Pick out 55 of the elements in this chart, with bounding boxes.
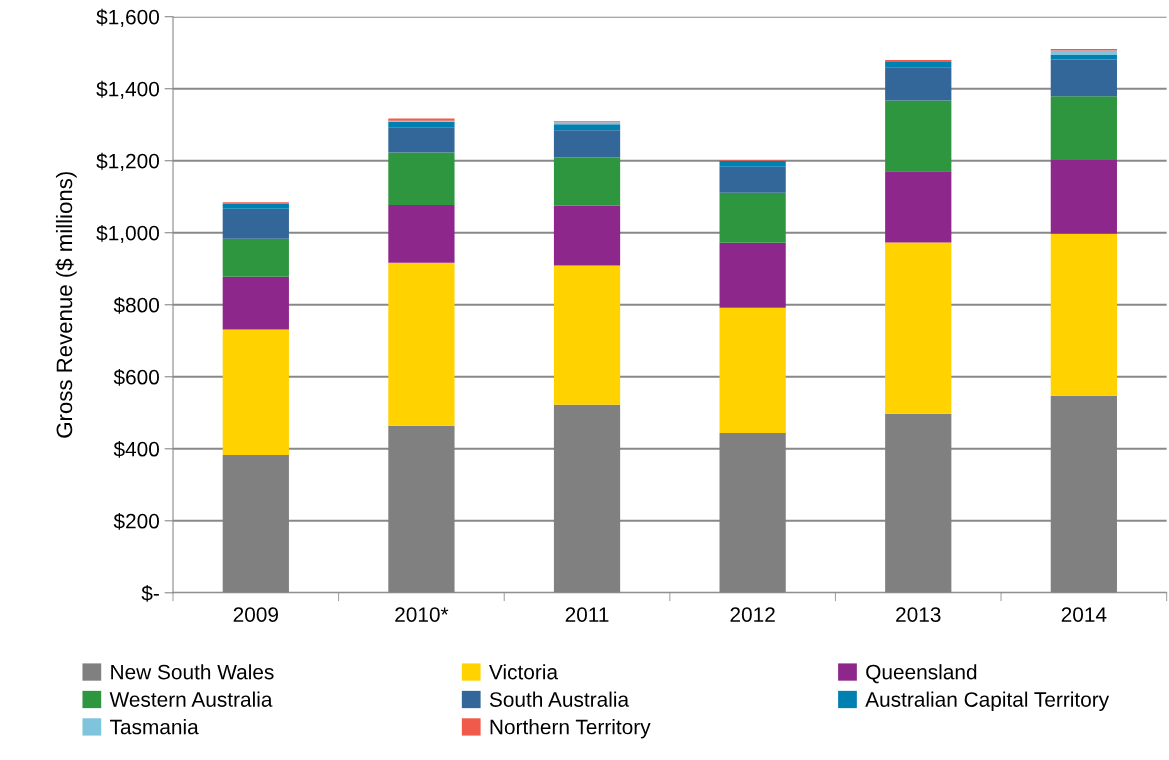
y-tick-label: $600	[113, 368, 160, 386]
bar	[885, 171, 952, 243]
bar	[222, 203, 289, 209]
y-tick-label: $1,200	[96, 152, 160, 171]
y-tick-label: $200	[113, 512, 160, 530]
bar	[388, 262, 455, 426]
bar	[1050, 160, 1117, 234]
bar	[1050, 54, 1117, 60]
bar	[719, 307, 786, 433]
bar	[388, 152, 455, 206]
y-tick-label: $-	[141, 584, 159, 602]
bar	[885, 242, 952, 414]
bar	[553, 265, 621, 405]
legend-label: Queensland	[866, 664, 977, 684]
x-tick-label: 2014	[1061, 607, 1107, 622]
y-tick-label: $1,600	[96, 8, 160, 27]
bar	[222, 208, 289, 239]
bar	[719, 160, 786, 167]
y-tick-label: $1,400	[96, 80, 160, 99]
bar	[388, 127, 455, 153]
bar	[553, 124, 621, 131]
legend-label: Tasmania	[110, 719, 199, 735]
x-tick-label: 2012	[730, 607, 775, 622]
y-tick-label: $1,000	[96, 224, 160, 243]
x-tick-label: 2013	[896, 607, 941, 622]
bar	[719, 242, 786, 308]
bar	[1050, 96, 1117, 161]
bar	[1050, 59, 1117, 97]
y-tick-label: $400	[113, 440, 160, 458]
legend-label: New South Wales	[111, 664, 274, 680]
bar	[1050, 50, 1117, 55]
legend-label: Western Australia	[109, 691, 273, 707]
bar	[553, 130, 621, 158]
legend-label: Victoria	[489, 664, 559, 680]
bar	[885, 100, 952, 172]
legend-label: South Australia	[489, 691, 630, 707]
legend-label: Northern Territory	[490, 719, 651, 739]
bar	[719, 192, 786, 243]
bar	[222, 276, 289, 330]
bar	[885, 61, 952, 68]
bar	[885, 67, 952, 101]
bar	[222, 329, 289, 455]
y-axis-title: Gross Revenue ($ millions)	[55, 172, 77, 438]
legend-label: Australian Capital Territory	[865, 691, 1110, 711]
bar	[719, 166, 786, 193]
bar	[388, 205, 455, 263]
x-tick-label: 2011	[565, 607, 609, 622]
y-tick-label: $800	[113, 296, 160, 314]
bar	[388, 121, 455, 128]
bar	[222, 238, 289, 277]
bar	[553, 157, 621, 206]
bar	[553, 205, 621, 266]
x-tick-label: 2009	[233, 607, 278, 622]
bar	[1050, 233, 1117, 396]
x-tick-label: 2010*	[395, 607, 449, 622]
